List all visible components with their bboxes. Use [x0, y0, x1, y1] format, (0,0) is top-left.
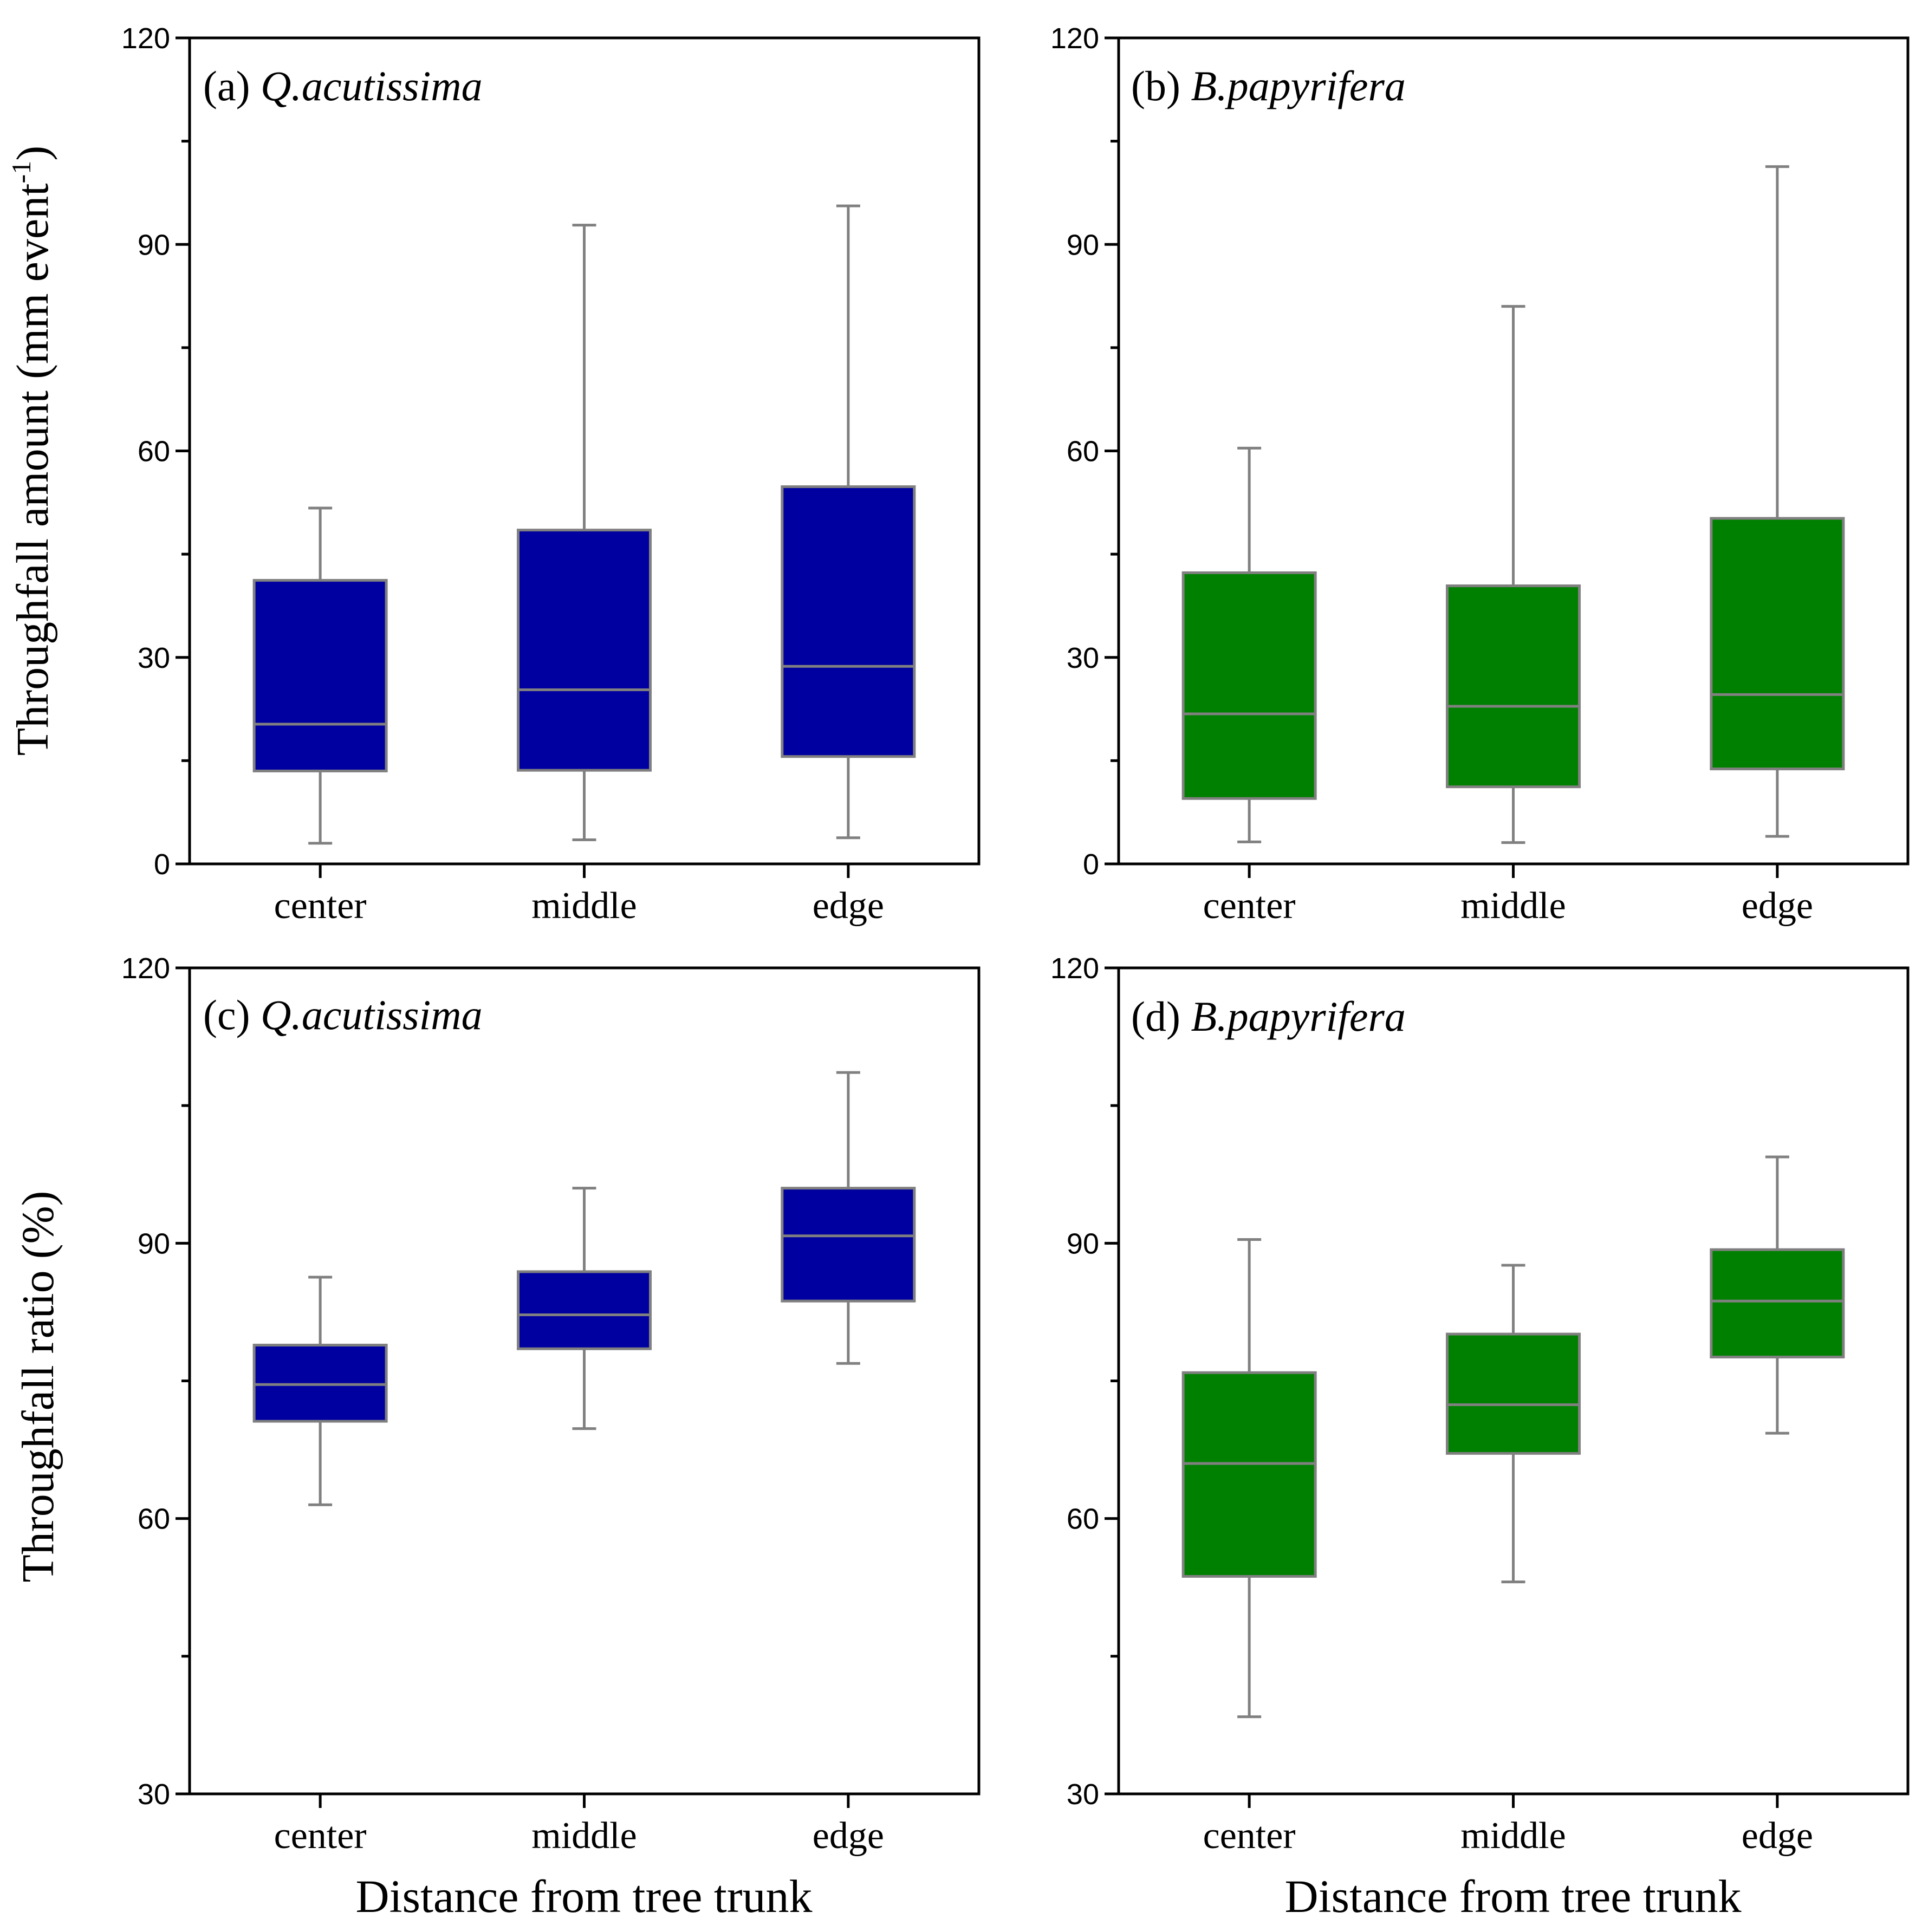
iqr-box — [252, 578, 388, 772]
y-axis-title: Throughfall ratio (%) — [13, 1191, 63, 1582]
y-axis-title: Throughfall amount (mm event-1) — [6, 146, 58, 756]
box-center — [252, 506, 388, 845]
y-ticks: 0 30 60 90 120 — [1050, 22, 1779, 881]
boxes — [252, 1071, 916, 1506]
iqr-box — [517, 529, 652, 772]
y-ticks: 30 60 90 120 — [1050, 952, 1779, 1811]
x-tick-label: center — [274, 885, 367, 927]
box-edge — [1710, 1155, 1845, 1435]
iqr-box — [1181, 571, 1317, 800]
box-edge — [1710, 165, 1845, 838]
iqr-box — [1446, 584, 1581, 789]
y-tick-label: 90 — [138, 1227, 170, 1260]
x-tick-label: center — [274, 1815, 367, 1857]
y-tick-label: 30 — [1067, 1778, 1099, 1811]
y-tick-label: 120 — [121, 952, 170, 985]
box-middle — [517, 1187, 652, 1430]
x-tick-label: middle — [1460, 885, 1566, 927]
panel-a: 0 30 60 90 120 center middle edge (a) Q.acutis… — [6, 22, 981, 927]
y-tick-label: 30 — [1067, 642, 1099, 674]
y-ticks: 0 30 60 90 120 — [121, 22, 850, 881]
panel-label: (c) Q.acutissima — [203, 991, 483, 1038]
y-tick-label: 120 — [1050, 22, 1099, 55]
boxes — [1181, 1155, 1845, 1719]
box-edge — [781, 204, 916, 840]
panel-label: (d) B.papyrifera — [1131, 993, 1406, 1040]
x-tick-label: center — [1203, 885, 1296, 927]
iqr-box — [781, 485, 916, 758]
box-edge — [781, 1071, 916, 1365]
boxes — [252, 204, 916, 845]
y-tick-label: 60 — [138, 1503, 170, 1536]
y-tick-label: 0 — [154, 848, 170, 881]
iqr-box — [1446, 1332, 1581, 1455]
box-middle — [517, 224, 652, 842]
x-axis-title: Distance from tree trunk — [1285, 1870, 1742, 1922]
panel-label: (b) B.papyrifera — [1131, 62, 1406, 109]
x-tick-labels: center middle edge — [1203, 1815, 1813, 1857]
y-ticks: 30 60 90 120 — [121, 952, 850, 1811]
y-tick-label: 30 — [138, 1778, 170, 1811]
y-tick-label: 90 — [1067, 1227, 1099, 1260]
x-axis-title: Distance from tree trunk — [356, 1870, 813, 1922]
iqr-box — [781, 1187, 916, 1303]
iqr-box — [1181, 1371, 1317, 1578]
box-center — [1181, 1238, 1317, 1719]
x-tick-label: edge — [1742, 1815, 1813, 1857]
iqr-box — [252, 1343, 388, 1423]
y-tick-label: 0 — [1083, 848, 1099, 881]
box-middle — [1446, 305, 1581, 844]
x-tick-label: middle — [531, 885, 637, 927]
x-tick-label: edge — [1742, 885, 1813, 927]
y-tick-label: 90 — [1067, 229, 1099, 261]
iqr-box — [517, 1270, 652, 1350]
iqr-box — [1710, 1248, 1845, 1358]
x-tick-label: middle — [531, 1815, 637, 1857]
y-tick-label: 120 — [121, 22, 170, 55]
x-tick-label: middle — [1460, 1815, 1566, 1857]
x-tick-label: edge — [813, 885, 884, 927]
x-tick-labels: center middle edge — [274, 885, 884, 927]
y-tick-label: 60 — [138, 435, 170, 468]
x-tick-labels: center middle edge — [274, 1815, 884, 1857]
x-tick-label: edge — [813, 1815, 884, 1857]
panel-d: 30 60 90 120 center middle edge (d) B.papyrif… — [1050, 952, 1910, 1922]
iqr-box — [1710, 517, 1845, 771]
box-center — [1181, 446, 1317, 843]
x-tick-label: center — [1203, 1815, 1296, 1857]
panel-c: 30 60 90 120 center middle edge (c) Q.acutiss… — [13, 952, 981, 1922]
y-tick-label: 60 — [1067, 435, 1099, 468]
panel-b: 0 30 60 90 120 center middle edge (b) B.papyri… — [1050, 22, 1910, 927]
y-tick-label: 120 — [1050, 952, 1099, 985]
y-tick-label: 30 — [138, 642, 170, 674]
box-middle — [1446, 1264, 1581, 1584]
panel-label: (a) Q.acutissima — [203, 62, 483, 109]
boxes — [1181, 165, 1845, 844]
x-tick-labels: center middle edge — [1203, 885, 1813, 927]
y-tick-label: 90 — [138, 229, 170, 261]
y-tick-label: 60 — [1067, 1503, 1099, 1536]
box-center — [252, 1276, 388, 1506]
